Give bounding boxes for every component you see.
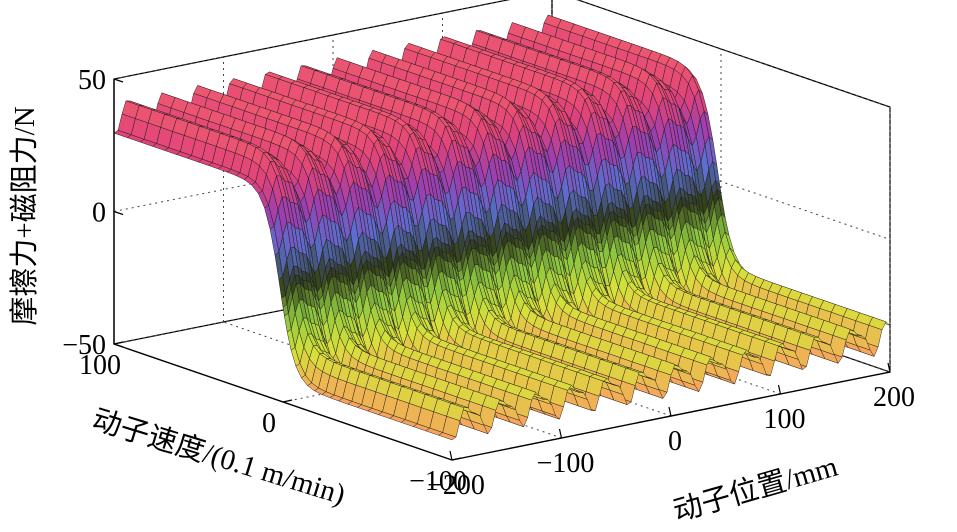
z-tick (113, 343, 124, 348)
z-tick-label: 50 (78, 65, 106, 96)
x-tick-label: 0 (262, 408, 276, 439)
z-tick (113, 210, 124, 216)
y-tick-label: 0 (668, 426, 682, 457)
y-tick-label: −200 (427, 470, 485, 501)
z-axis-label: 摩擦力+磁阻力/N (8, 106, 41, 325)
z-tick-label: 0 (92, 198, 106, 229)
y-tick-label: 100 (764, 404, 806, 435)
y-tick (668, 406, 672, 417)
x-tick (282, 399, 293, 403)
y-axis-label: 动子位置/mm (670, 450, 842, 528)
grid-line-z (113, 0, 891, 108)
y-tick-label: 200 (873, 382, 915, 413)
y-tick-label: −100 (537, 448, 595, 479)
x-tick-label: −100 (409, 466, 467, 497)
x-tick-label: 100 (79, 350, 121, 381)
surface-plot (113, 14, 891, 441)
x-axis-label: 动子速度/(0.1 m/min) (88, 403, 349, 511)
surface-patch (438, 432, 457, 441)
grid-line-z (113, 122, 891, 240)
x-tick (113, 341, 124, 345)
x-tick (451, 457, 462, 461)
y-tick (887, 362, 891, 373)
y-tick (449, 450, 453, 461)
y-tick (558, 428, 563, 439)
z-tick-label: −50 (62, 330, 106, 361)
y-tick (777, 384, 782, 395)
z-tick (113, 78, 124, 83)
